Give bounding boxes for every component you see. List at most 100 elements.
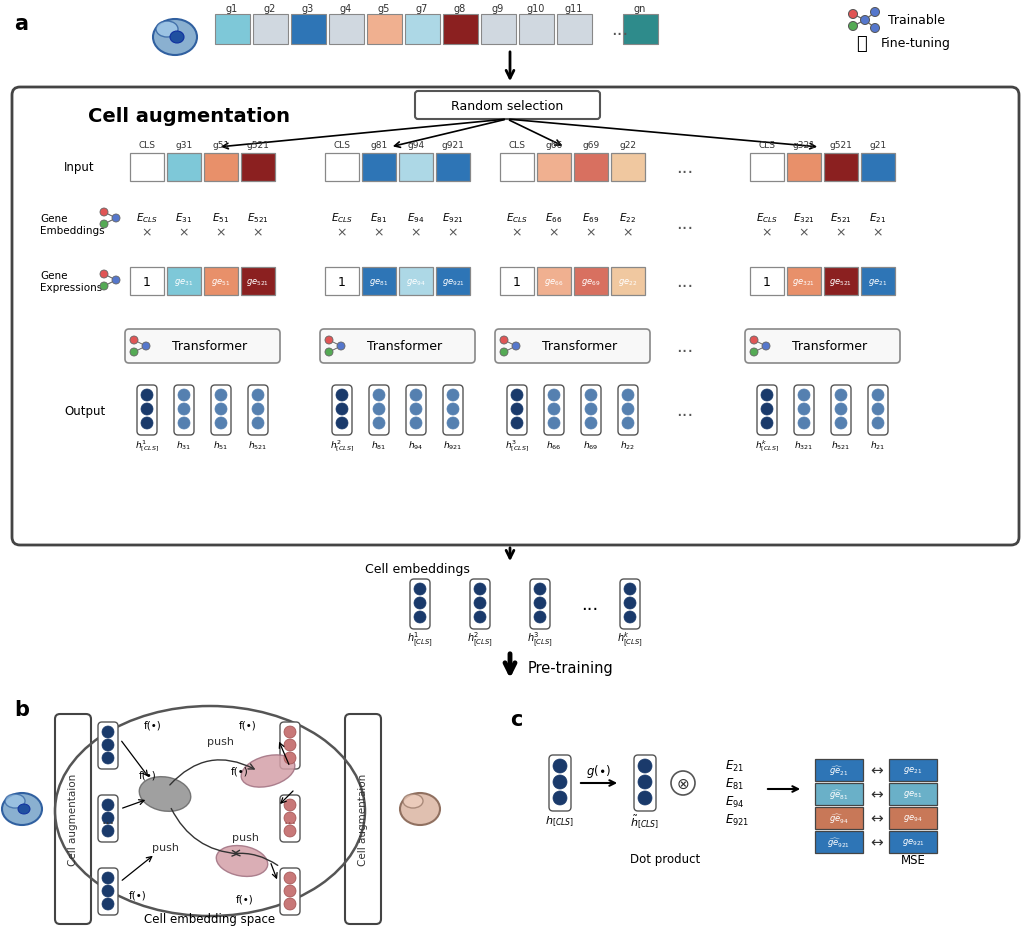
FancyBboxPatch shape <box>211 385 231 435</box>
Text: $h_{[CLS]}$: $h_{[CLS]}$ <box>545 814 574 828</box>
Text: $ge_{94}$: $ge_{94}$ <box>406 277 426 287</box>
Text: Trainable: Trainable <box>888 14 944 27</box>
FancyBboxPatch shape <box>831 385 851 435</box>
Circle shape <box>835 404 847 415</box>
Circle shape <box>414 598 426 610</box>
Circle shape <box>215 417 227 430</box>
Bar <box>399 154 433 182</box>
Circle shape <box>474 583 486 596</box>
Text: g21: g21 <box>869 142 887 150</box>
Text: ×: × <box>873 227 884 239</box>
FancyBboxPatch shape <box>174 385 194 435</box>
Circle shape <box>130 337 138 345</box>
Text: a: a <box>14 14 28 34</box>
FancyBboxPatch shape <box>98 795 118 842</box>
Text: Output: Output <box>64 404 105 417</box>
Text: Transformer: Transformer <box>367 340 442 353</box>
Circle shape <box>534 583 546 596</box>
FancyBboxPatch shape <box>620 580 640 630</box>
Text: $E_{31}$: $E_{31}$ <box>175 211 193 225</box>
Circle shape <box>102 726 114 738</box>
Circle shape <box>585 390 597 401</box>
Text: Gene
Expressions: Gene Expressions <box>40 271 102 293</box>
Text: ...: ... <box>676 159 694 177</box>
Circle shape <box>414 583 426 596</box>
FancyBboxPatch shape <box>369 385 389 435</box>
Text: $E_{94}$: $E_{94}$ <box>725 794 744 809</box>
Text: Dot product: Dot product <box>630 852 700 866</box>
FancyBboxPatch shape <box>548 755 571 811</box>
Text: g31: g31 <box>175 142 193 150</box>
Bar <box>750 154 784 182</box>
Text: c: c <box>510 709 523 729</box>
Bar <box>325 154 359 182</box>
Ellipse shape <box>139 777 191 812</box>
Bar <box>861 154 895 182</box>
Circle shape <box>622 404 634 415</box>
Circle shape <box>142 343 149 350</box>
Text: $E_{521}$: $E_{521}$ <box>830 211 852 225</box>
FancyBboxPatch shape <box>410 580 430 630</box>
Text: g69: g69 <box>583 142 600 150</box>
Text: ⊗: ⊗ <box>676 776 690 791</box>
Circle shape <box>141 404 153 415</box>
Text: $E_{CLS}$: $E_{CLS}$ <box>136 211 158 225</box>
Circle shape <box>798 404 810 415</box>
Text: $ge_{21}$: $ge_{21}$ <box>868 277 888 287</box>
Bar <box>367 15 402 45</box>
FancyBboxPatch shape <box>345 715 381 924</box>
Circle shape <box>100 221 108 228</box>
Bar <box>436 268 470 295</box>
Text: f(•): f(•) <box>239 719 257 729</box>
Circle shape <box>410 417 422 430</box>
Text: $ge_{21}$: $ge_{21}$ <box>903 765 923 776</box>
Text: ×: × <box>447 227 458 239</box>
Text: ...: ... <box>676 338 694 356</box>
Text: $g(\bullet)$: $g(\bullet)$ <box>587 763 611 780</box>
Text: $h_{69}$: $h_{69}$ <box>584 439 599 452</box>
Bar <box>824 154 858 182</box>
Circle shape <box>622 417 634 430</box>
FancyBboxPatch shape <box>618 385 638 435</box>
Circle shape <box>373 404 385 415</box>
Circle shape <box>178 390 190 401</box>
Text: $h_{321}$: $h_{321}$ <box>795 439 813 452</box>
Text: ...: ... <box>611 21 629 39</box>
FancyBboxPatch shape <box>55 715 91 924</box>
Text: $E_{CLS}$: $E_{CLS}$ <box>331 211 353 225</box>
FancyBboxPatch shape <box>634 755 656 811</box>
Text: ×: × <box>374 227 385 239</box>
Text: $ge_{69}$: $ge_{69}$ <box>581 277 601 287</box>
Ellipse shape <box>156 22 178 38</box>
Circle shape <box>553 791 567 805</box>
Text: ×: × <box>623 227 633 239</box>
Text: Pre-training: Pre-training <box>528 661 613 676</box>
Circle shape <box>671 771 695 795</box>
Circle shape <box>284 825 296 837</box>
Bar <box>861 268 895 295</box>
Circle shape <box>761 404 773 415</box>
Circle shape <box>410 390 422 401</box>
Circle shape <box>534 612 546 623</box>
Circle shape <box>141 390 153 401</box>
Circle shape <box>284 898 296 910</box>
FancyBboxPatch shape <box>415 92 600 120</box>
Text: $h_{51}$: $h_{51}$ <box>213 439 229 452</box>
Text: $h^3_{[CLS]}$: $h^3_{[CLS]}$ <box>527 630 553 649</box>
Circle shape <box>102 898 114 910</box>
FancyBboxPatch shape <box>495 329 650 363</box>
Text: $h^k_{[CLS]}$: $h^k_{[CLS]}$ <box>618 630 643 649</box>
Text: $ge_{81}$: $ge_{81}$ <box>903 788 923 800</box>
Circle shape <box>849 23 858 31</box>
Text: ×: × <box>762 227 772 239</box>
Circle shape <box>102 885 114 897</box>
Text: $h_{521}$: $h_{521}$ <box>248 439 268 452</box>
Text: $E_{321}$: $E_{321}$ <box>793 211 814 225</box>
Bar <box>362 154 396 182</box>
Bar <box>130 268 164 295</box>
Text: $E_{921}$: $E_{921}$ <box>442 211 464 225</box>
Circle shape <box>102 872 114 885</box>
Text: $E_{94}$: $E_{94}$ <box>407 211 425 225</box>
Circle shape <box>336 390 348 401</box>
Circle shape <box>100 282 108 291</box>
